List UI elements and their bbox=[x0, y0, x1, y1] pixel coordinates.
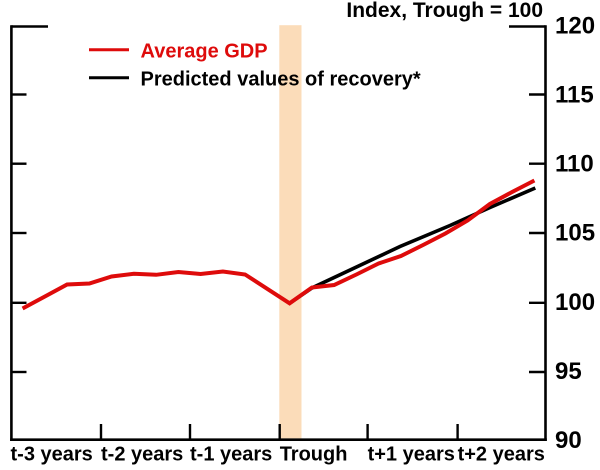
svg-text:t+2 years: t+2 years bbox=[458, 443, 545, 465]
svg-text:110: 110 bbox=[555, 151, 594, 178]
svg-text:t-2 years: t-2 years bbox=[101, 443, 183, 465]
svg-text:Index, Trough = 100: Index, Trough = 100 bbox=[346, 0, 543, 22]
svg-text:Trough: Trough bbox=[280, 443, 348, 465]
svg-text:Predicted values of recovery*: Predicted values of recovery* bbox=[141, 69, 421, 91]
svg-text:90: 90 bbox=[555, 427, 582, 454]
svg-text:t-1 years: t-1 years bbox=[190, 443, 272, 465]
svg-text:120: 120 bbox=[555, 12, 595, 39]
svg-text:Average GDP: Average GDP bbox=[141, 41, 268, 63]
svg-text:115: 115 bbox=[555, 82, 594, 109]
svg-text:95: 95 bbox=[555, 358, 582, 385]
svg-text:t-3 years: t-3 years bbox=[11, 443, 93, 465]
svg-text:105: 105 bbox=[555, 220, 595, 247]
svg-text:100: 100 bbox=[555, 289, 595, 316]
svg-text:t+1 years: t+1 years bbox=[368, 443, 455, 465]
